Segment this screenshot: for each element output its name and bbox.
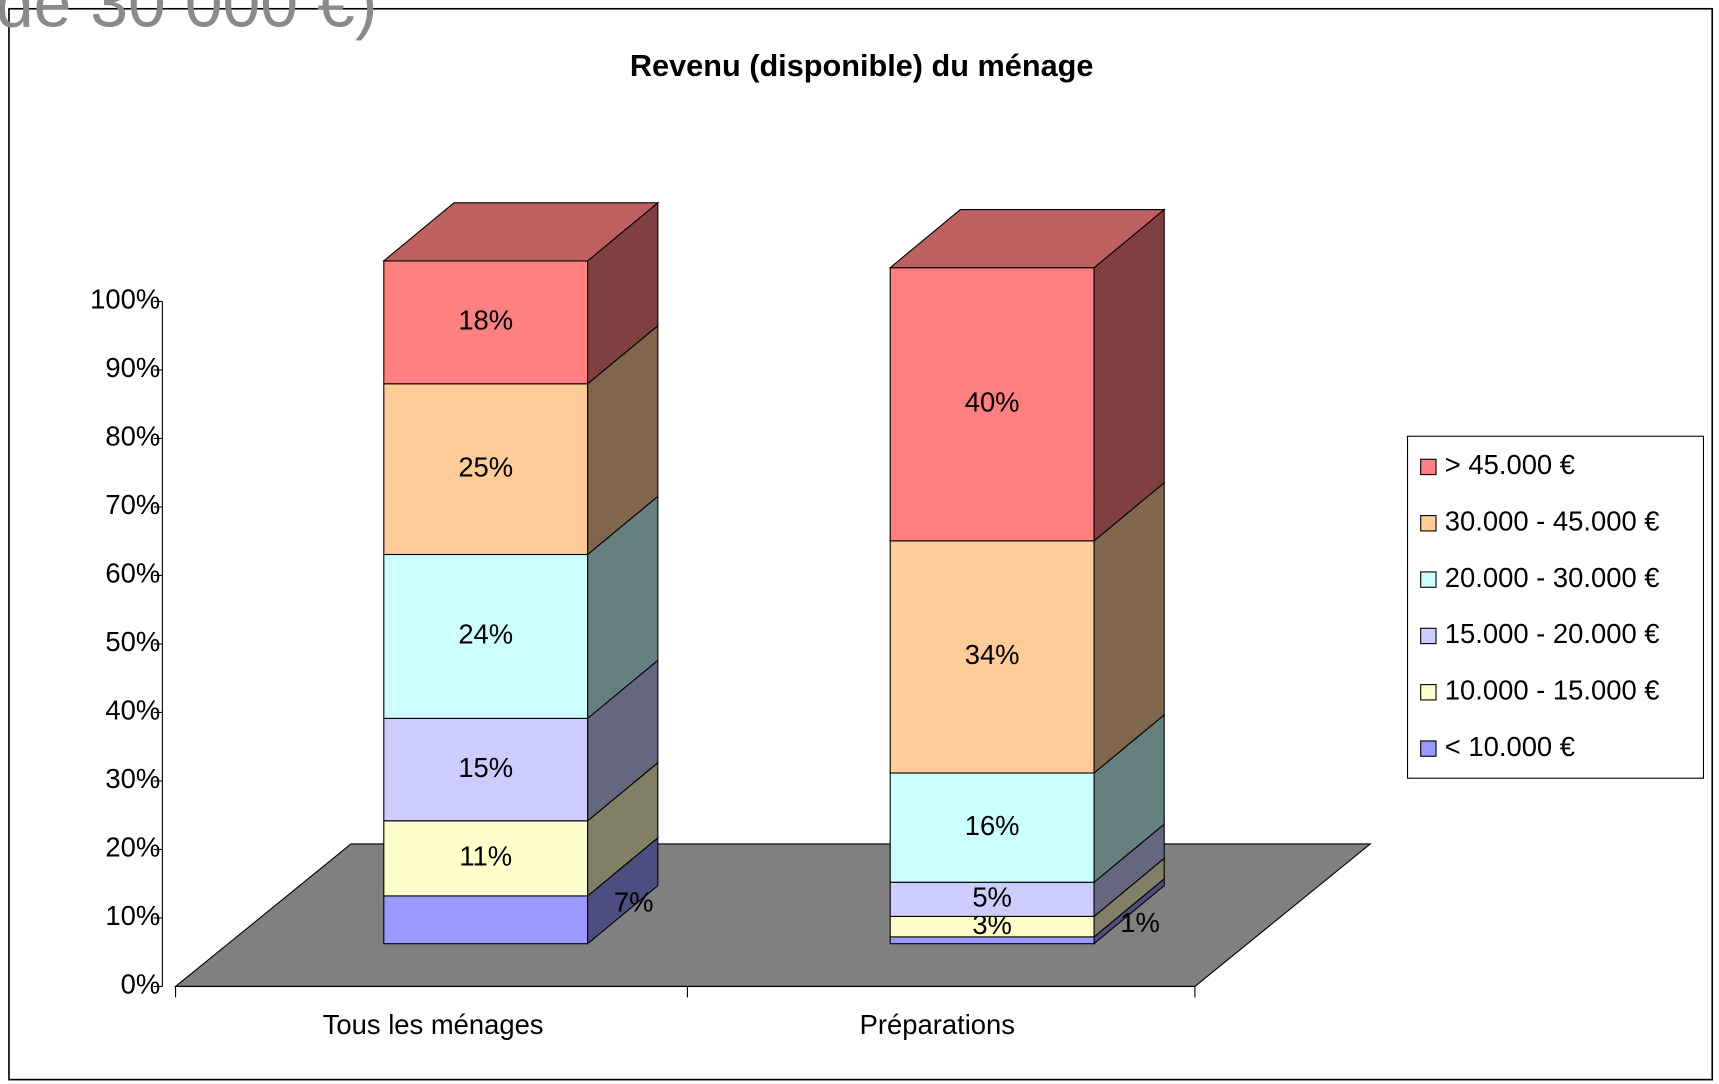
legend-swatch [1420, 627, 1437, 645]
legend-label: 15.000 - 20.000 € [1445, 618, 1660, 649]
bar-segment [383, 260, 589, 385]
legend-label: 20.000 - 30.000 € [1445, 562, 1660, 593]
legend-label: 10.000 - 15.000 € [1445, 675, 1660, 706]
legend-swatch [1420, 571, 1437, 588]
data-label: 7% [614, 887, 654, 918]
data-label: 5% [972, 882, 1012, 913]
legend-swatch [1420, 684, 1437, 701]
y-tick-label: 60% [105, 558, 160, 589]
data-label: 34% [965, 639, 1020, 670]
data-label: 16% [965, 810, 1020, 841]
data-label: 15% [458, 752, 513, 783]
legend-label: 30.000 - 45.000 € [1445, 505, 1660, 536]
data-label: 11% [459, 841, 512, 872]
y-tick-label: 0% [121, 969, 161, 1000]
bar-top [382, 202, 660, 262]
data-label: 1% [1120, 907, 1160, 938]
chart-title: Revenu (disponible) du ménage [630, 48, 1094, 83]
data-label: 18% [458, 305, 513, 336]
legend-label: < 10.000 € [1445, 731, 1575, 762]
legend-swatch [1420, 515, 1437, 532]
y-tick-label: 10% [105, 900, 160, 931]
x-tick-label: Tous les ménages [323, 1009, 544, 1040]
y-tick-label: 30% [105, 763, 160, 794]
legend-box [1406, 435, 1705, 779]
legend-swatch [1420, 740, 1437, 757]
y-tick-label: 80% [105, 421, 160, 452]
plot: 0% 10% 20% 30% 40% 50% 60% 70% 80% 90% 100% Tous le… [90, 201, 1705, 1040]
y-tick-label: 40% [105, 695, 160, 726]
data-label: 40% [965, 386, 1020, 417]
bar-segment [383, 553, 589, 719]
bar-segment [383, 820, 589, 897]
data-label: 24% [458, 619, 513, 650]
bar-top [888, 209, 1166, 269]
bar-segment [889, 540, 1095, 774]
bar-segment [383, 717, 589, 822]
y-tick-label: 90% [105, 352, 160, 383]
data-label: 25% [458, 451, 513, 482]
bar-segment [889, 267, 1095, 542]
x-tick-label: Préparations [860, 1009, 1015, 1040]
legend-swatch [1420, 458, 1437, 476]
floor [174, 843, 1372, 987]
legend-label: > 45.000 € [1445, 449, 1575, 480]
bar-segment [889, 772, 1095, 883]
bar-segment [383, 895, 589, 945]
y-tick-label: 100% [90, 284, 160, 315]
y-tick-label: 20% [105, 832, 160, 863]
annotation: de 30 000 €) [0, 0, 377, 42]
y-tick-label: 50% [105, 626, 160, 657]
y-tick-label: 70% [105, 489, 160, 520]
